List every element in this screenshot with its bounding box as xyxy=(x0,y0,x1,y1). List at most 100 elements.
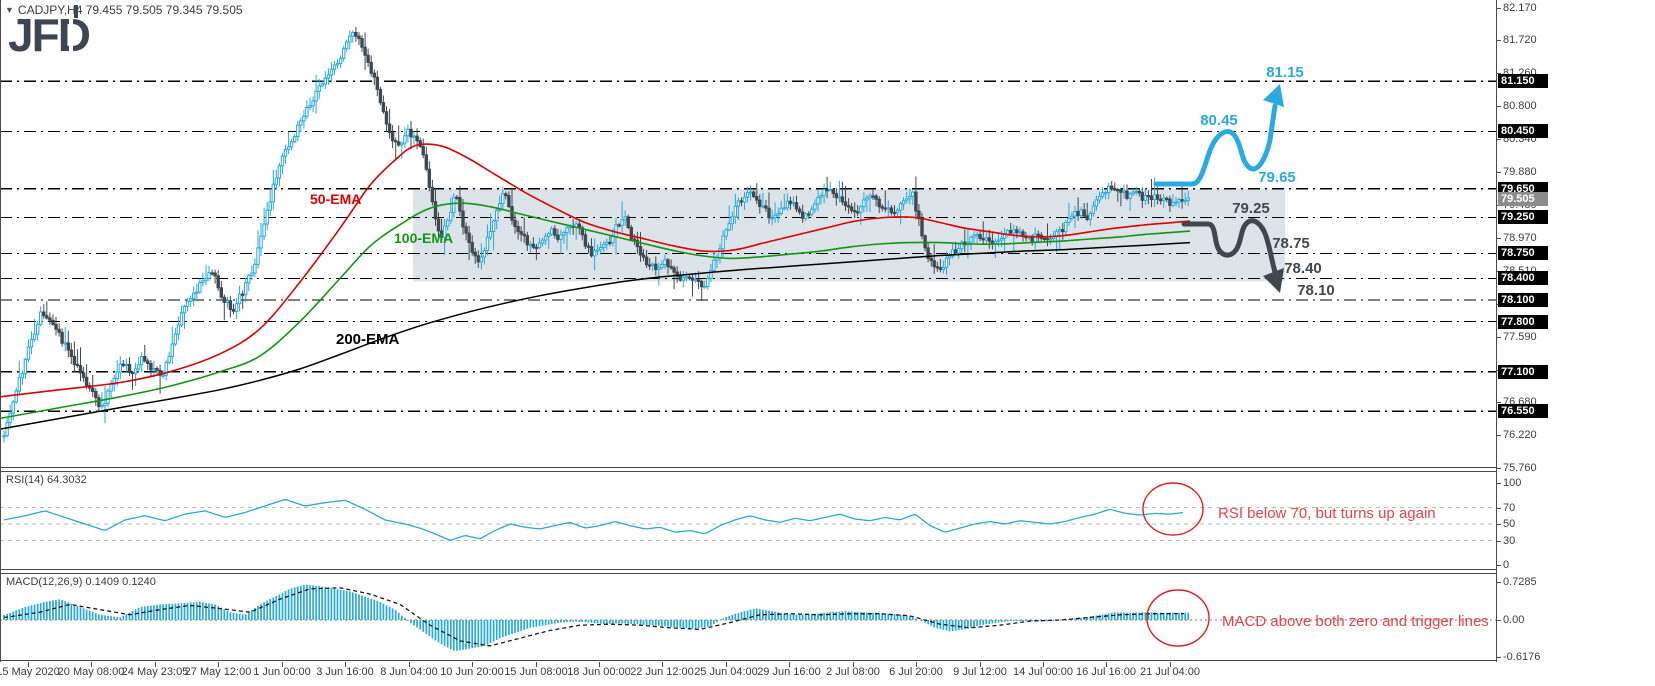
ema200-label: 200-EMA xyxy=(336,331,400,348)
price-level-badge: 80.450 xyxy=(1498,124,1548,138)
jfd-logo-jf: JF xyxy=(8,9,60,61)
macd-histogram xyxy=(3,584,1190,651)
time-tick-mark xyxy=(345,662,346,667)
macd-pane-title: MACD(12,26,9) 0.1409 0.1240 xyxy=(6,576,156,588)
level-7875: 78.75 xyxy=(1272,235,1310,252)
price-level-badge: 81.150 xyxy=(1498,74,1548,88)
price-level-badge: 78.400 xyxy=(1498,271,1548,285)
time-axis-label: 1 Jun 00:00 xyxy=(253,666,311,678)
candles xyxy=(2,27,1190,443)
ema50-line xyxy=(0,143,1191,398)
rsi-scale-label: 0 xyxy=(1503,559,1510,571)
target-level-8115: 81.15 xyxy=(1266,64,1304,81)
price-tick-mark xyxy=(1496,139,1501,140)
pane-bottom-border xyxy=(0,660,1496,662)
price-tick-mark xyxy=(1496,402,1501,403)
price-tick-mark xyxy=(1496,8,1501,9)
rsi-indicator-surface[interactable] xyxy=(0,471,1496,569)
rsi-line xyxy=(3,499,1184,541)
time-axis-label: 14 Jul 00:00 xyxy=(1013,666,1073,678)
rsi-scale-label: 70 xyxy=(1503,501,1516,514)
time-axis-label: 16 Jul 16:00 xyxy=(1076,666,1136,678)
price-tick-label: 78.970 xyxy=(1503,232,1537,244)
macd-tick-mark xyxy=(1496,582,1501,583)
price-level-badge: 77.800 xyxy=(1498,315,1548,329)
macd-highlight-circle xyxy=(1146,589,1210,647)
rsi-pane-title: RSI(14) 64.3032 xyxy=(6,474,87,486)
time-tick-mark xyxy=(282,662,283,667)
current-price-badge: 79.505 xyxy=(1498,192,1548,206)
price-level-badge: 77.100 xyxy=(1498,365,1548,379)
time-axis-label: 29 Jun 16:00 xyxy=(757,666,821,678)
macd-indicator-surface[interactable] xyxy=(0,573,1496,661)
price-tick-label: 81.720 xyxy=(1503,34,1537,46)
level-7840: 78.40 xyxy=(1284,260,1322,277)
time-tick-mark xyxy=(853,662,854,667)
jfd-logo-d: D xyxy=(57,9,91,61)
time-axis-label: 6 Jul 20:00 xyxy=(889,666,943,678)
rsi-tick-mark xyxy=(1496,565,1501,566)
time-axis-label: 9 Jul 12:00 xyxy=(953,666,1007,678)
pane-separator-rsi-macd[interactable] xyxy=(0,569,1496,574)
price-tick-label: 77.590 xyxy=(1503,331,1537,343)
price-tick-label: 79.880 xyxy=(1503,166,1537,178)
ema200-line xyxy=(0,241,1191,430)
window-left-edge xyxy=(0,0,1,662)
bullish-scenario-arrow xyxy=(1153,84,1284,187)
jfd-logo-candle-slit xyxy=(68,15,73,51)
price-tick-mark xyxy=(1496,337,1501,338)
time-tick-mark xyxy=(218,662,219,667)
time-tick-mark xyxy=(599,662,600,667)
macd-annotation-note: MACD above both zero and trigger lines xyxy=(1222,613,1489,630)
candlestick-chart-surface[interactable] xyxy=(0,0,1496,467)
ema100-label: 100-EMA xyxy=(394,230,454,246)
jfd-logo: JFD xyxy=(8,5,91,61)
price-tick-mark xyxy=(1496,468,1501,469)
time-axis-label: 27 May 12:00 xyxy=(184,666,252,678)
time-tick-mark xyxy=(472,662,473,667)
rsi-tick-mark xyxy=(1496,540,1501,542)
time-axis-label: 25 Jun 04:00 xyxy=(694,666,758,678)
time-tick-mark xyxy=(91,662,92,667)
time-axis-label: 24 May 23:05 xyxy=(121,666,189,678)
price-level-badge: 76.550 xyxy=(1498,404,1548,418)
time-tick-mark xyxy=(409,662,410,667)
pane-separator-main-rsi[interactable] xyxy=(0,467,1496,472)
rsi-scale-label: 100 xyxy=(1503,477,1522,489)
time-axis-label: 21 Jul 04:00 xyxy=(1140,666,1200,678)
bearish-scenario-arrow xyxy=(1181,218,1284,293)
price-tick-mark xyxy=(1496,40,1501,41)
time-tick-mark xyxy=(536,662,537,667)
price-tick-mark xyxy=(1496,435,1501,436)
time-axis-label: 2 Jul 08:00 xyxy=(826,666,880,678)
rsi-tick-mark xyxy=(1496,483,1501,484)
rsi-annotation-note: RSI below 70, but turns up again xyxy=(1218,505,1436,522)
price-tick-label: 75.760 xyxy=(1503,462,1537,474)
resistance-level-7965: 79.65 xyxy=(1258,169,1296,186)
time-tick-mark xyxy=(726,662,727,667)
price-level-badge: 79.250 xyxy=(1498,210,1548,224)
time-tick-mark xyxy=(155,662,156,667)
ema100-line xyxy=(0,202,1191,420)
rsi-highlight-circle xyxy=(1142,482,1204,536)
time-tick-mark xyxy=(916,662,917,667)
rsi-tick-mark xyxy=(1496,524,1501,525)
price-tick-label: 82.170 xyxy=(1503,2,1537,14)
target-level-8045: 80.45 xyxy=(1200,112,1238,129)
price-tick-mark xyxy=(1496,106,1501,107)
price-level-badge: 78.750 xyxy=(1498,246,1548,260)
price-tick-label: 80.800 xyxy=(1503,100,1537,112)
time-axis-label: 18 Jun 00:00 xyxy=(567,666,631,678)
price-tick-mark xyxy=(1496,73,1501,74)
macd-signal-line xyxy=(3,587,1184,647)
time-tick-mark xyxy=(1170,662,1171,667)
time-axis-label: 8 Jun 04:00 xyxy=(380,666,438,678)
price-tick-mark xyxy=(1496,172,1501,173)
time-tick-mark xyxy=(789,662,790,667)
symbol-dropdown-icon[interactable]: ▼ xyxy=(5,5,14,15)
rsi-tick-mark xyxy=(1496,507,1501,509)
ema50-label: 50-EMA xyxy=(310,191,362,207)
rsi-scale-label: 50 xyxy=(1503,518,1516,530)
level-7810: 78.10 xyxy=(1297,282,1335,299)
